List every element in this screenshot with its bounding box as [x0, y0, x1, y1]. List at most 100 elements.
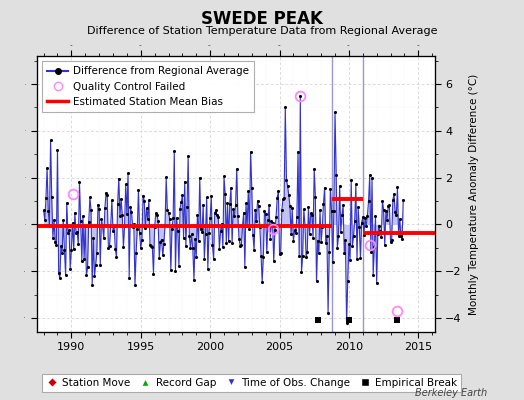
Point: [214, 214, 222, 220]
Point: [285, 192, 293, 198]
Point: [252, 218, 260, 224]
Point: [154, 218, 162, 224]
Point: [297, 269, 305, 275]
Point: [75, 179, 84, 185]
Point: [212, 207, 220, 214]
Point: [179, 235, 188, 241]
Point: [357, 219, 366, 226]
Point: [329, 259, 337, 266]
Point: [196, 226, 205, 232]
Point: [227, 185, 235, 191]
Point: [278, 207, 286, 214]
Point: [208, 242, 216, 248]
Point: [59, 217, 68, 223]
Point: [162, 174, 170, 181]
Point: [326, 186, 335, 192]
Point: [251, 207, 259, 213]
Point: [235, 236, 243, 242]
Point: [294, 148, 302, 155]
Point: [259, 254, 268, 260]
Point: [161, 222, 169, 228]
Point: [155, 254, 163, 261]
Point: [137, 245, 145, 251]
Point: [239, 209, 248, 216]
Point: [56, 275, 64, 281]
Point: [211, 210, 219, 216]
Point: [387, 236, 396, 243]
Point: [160, 240, 168, 247]
Point: [105, 243, 114, 249]
Point: [269, 258, 278, 264]
Point: [333, 244, 342, 251]
Point: [189, 245, 197, 252]
Point: [364, 198, 373, 204]
Point: [166, 216, 174, 222]
Point: [352, 181, 360, 188]
Point: [395, 233, 403, 240]
Point: [363, 213, 372, 219]
Point: [57, 243, 65, 250]
Point: [378, 198, 387, 204]
Point: [398, 236, 406, 242]
Point: [110, 223, 118, 230]
Point: [241, 263, 249, 270]
Point: [126, 204, 135, 211]
Point: [191, 236, 199, 242]
Point: [148, 243, 157, 250]
Point: [289, 238, 298, 244]
Point: [141, 224, 149, 231]
Point: [50, 217, 58, 223]
Point: [134, 186, 143, 193]
Point: [80, 256, 88, 262]
Point: [46, 137, 54, 144]
Point: [375, 223, 383, 229]
Point: [219, 244, 227, 250]
Point: [169, 215, 177, 221]
Point: [118, 212, 126, 218]
Point: [350, 233, 358, 240]
Point: [234, 213, 242, 220]
Point: [246, 149, 255, 155]
Point: [174, 263, 183, 269]
Point: [111, 246, 119, 252]
Point: [283, 183, 292, 189]
Point: [286, 203, 294, 209]
Point: [127, 209, 136, 215]
Point: [243, 222, 252, 229]
Point: [299, 253, 307, 260]
Point: [236, 243, 244, 249]
Point: [394, 184, 402, 191]
Point: [362, 223, 370, 230]
Point: [167, 267, 175, 273]
Point: [101, 205, 109, 211]
Point: [290, 227, 299, 234]
Point: [389, 197, 397, 204]
Point: [184, 153, 192, 159]
Point: [220, 173, 228, 180]
Point: [322, 240, 330, 246]
Point: [165, 209, 173, 216]
Point: [129, 220, 138, 227]
Point: [135, 230, 144, 236]
Point: [159, 252, 167, 258]
Point: [153, 211, 161, 218]
Point: [346, 256, 354, 263]
Point: [230, 213, 238, 220]
Point: [280, 195, 288, 201]
Point: [48, 194, 56, 200]
Point: [216, 228, 225, 234]
Point: [317, 239, 325, 245]
Point: [264, 216, 272, 223]
Point: [397, 233, 405, 239]
Point: [256, 224, 264, 230]
Point: [52, 241, 61, 248]
Point: [188, 231, 196, 238]
Point: [84, 219, 93, 226]
Point: [106, 223, 115, 230]
Point: [267, 218, 276, 224]
Point: [296, 92, 304, 99]
Point: [300, 206, 308, 212]
Point: [301, 221, 309, 228]
Point: [194, 238, 203, 244]
Point: [128, 224, 137, 230]
